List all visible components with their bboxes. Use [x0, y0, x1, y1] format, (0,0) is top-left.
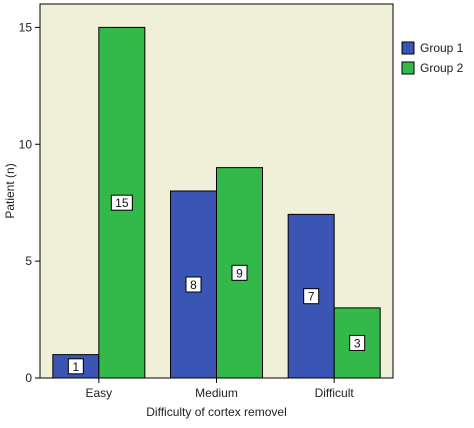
data-label-value: 1: [72, 360, 79, 374]
data-label-value: 15: [115, 196, 129, 210]
y-tick-label-10: 10: [19, 137, 33, 151]
y-tick-label-5: 5: [25, 254, 32, 268]
x-tick-label-easy: Easy: [85, 386, 112, 400]
legend-item-series-2: Group 2: [401, 61, 464, 75]
data-label-medium-series-1: 8: [185, 276, 202, 293]
y-tick-label-0: 0: [25, 371, 32, 385]
data-label-value: 3: [354, 336, 361, 350]
data-label-box: [110, 194, 133, 211]
y-axis-title: Patient (n): [3, 163, 17, 218]
data-label-easy-series-2: 15: [110, 194, 133, 211]
data-label-box: [67, 358, 84, 375]
legend-swatch: [401, 41, 415, 55]
data-label-medium-series-2: 9: [231, 264, 248, 281]
data-label-value: 8: [190, 278, 197, 292]
data-label-value: 7: [308, 290, 315, 304]
y-tick-label-15: 15: [19, 20, 33, 34]
data-label-value: 9: [236, 266, 243, 280]
data-label-box: [185, 276, 202, 293]
data-label-box: [303, 288, 320, 305]
x-axis-title: Difficulty of cortex removel: [146, 405, 287, 419]
legend-swatch: [401, 61, 415, 75]
legend-label: Group 2: [420, 61, 464, 75]
data-labels-layer: 1 15 8 9 7 3: [67, 194, 366, 375]
x-tick-label-difficult: Difficult: [315, 386, 355, 400]
legend: Group 1 Group 2: [401, 41, 464, 75]
legend-label: Group 1: [420, 41, 464, 55]
data-label-difficult-series-1: 7: [303, 288, 320, 305]
data-label-box: [349, 334, 366, 351]
axes-layer: Easy Medium Difficult 0 5 10 15: [19, 20, 355, 400]
data-label-easy-series-1: 1: [67, 358, 84, 375]
legend-item-series-1: Group 1: [401, 41, 464, 55]
data-label-difficult-series-2: 3: [349, 334, 366, 351]
data-label-box: [231, 264, 248, 281]
x-tick-label-medium: Medium: [195, 386, 238, 400]
